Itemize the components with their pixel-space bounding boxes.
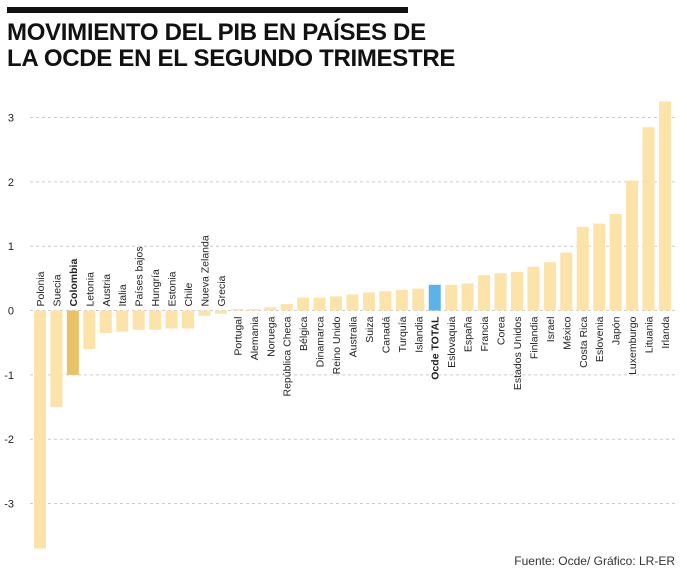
category-label: Suecia <box>51 274 63 306</box>
y-tick-label: ‐1 <box>4 370 14 382</box>
category-label: Polonia <box>35 271 47 306</box>
bar <box>313 297 326 311</box>
bar <box>494 273 507 311</box>
category-label: Japón <box>611 316 623 345</box>
bar <box>560 252 573 311</box>
category-label: Finlandia <box>528 316 540 359</box>
bar <box>543 262 556 311</box>
category-label: Letonia <box>84 272 96 307</box>
bar <box>659 101 671 311</box>
bar <box>362 292 375 311</box>
bar <box>116 310 129 332</box>
bar <box>445 284 458 311</box>
category-label: República Checa <box>282 316 294 396</box>
bar <box>165 310 178 329</box>
bar <box>395 289 408 311</box>
bar <box>593 223 606 311</box>
bar <box>527 266 540 311</box>
bar <box>182 310 195 329</box>
category-label: Islandia <box>413 316 425 352</box>
category-label: Países bajos <box>134 246 146 306</box>
bar <box>231 309 244 311</box>
category-label: Eslovaquia <box>446 316 458 368</box>
bar <box>132 310 145 330</box>
bar <box>510 271 523 311</box>
category-label: Portugal <box>232 317 244 356</box>
bar <box>428 284 441 311</box>
category-label: Canadá <box>380 316 392 353</box>
bar <box>198 310 211 316</box>
category-label: México <box>561 316 573 349</box>
bar <box>609 214 622 311</box>
bar <box>247 309 260 311</box>
category-label: Alemania <box>249 316 261 360</box>
category-label: Eslovenia <box>594 316 606 362</box>
y-tick-label: 3 <box>8 113 14 125</box>
bar <box>297 297 310 311</box>
y-tick-label: 0 <box>8 306 14 318</box>
category-label: Israel <box>545 317 557 343</box>
bar <box>214 310 227 314</box>
category-label: Suiza <box>364 316 376 342</box>
source-note: Fuente: Ocde/ Gráfico: LR-ER <box>514 554 675 568</box>
bar <box>83 310 96 350</box>
category-label: Costa Rica <box>578 316 590 368</box>
category-label: Colombia <box>68 259 80 307</box>
bar <box>280 304 293 311</box>
category-label: Nueva Zelanda <box>199 235 211 306</box>
category-label: Chile <box>183 282 195 306</box>
y-tick-label: 1 <box>8 241 14 253</box>
bar <box>412 288 425 311</box>
bar <box>379 291 392 311</box>
category-label: Estados Unidos <box>512 317 524 391</box>
category-label: Luxemburgo <box>627 316 639 375</box>
y-tick-label: ‐2 <box>4 434 14 446</box>
bar <box>99 310 112 334</box>
category-label: Noruega <box>265 316 277 356</box>
category-label: Australia <box>348 316 360 357</box>
bar <box>576 226 589 311</box>
top-rule <box>7 7 408 13</box>
chart-title: MOVIMIENTO DEL PIB EN PAÍSES DE LA OCDE … <box>7 20 507 72</box>
category-label: Estonia <box>167 271 179 306</box>
y-tick-label: ‐3 <box>4 499 14 511</box>
bar <box>264 307 277 311</box>
category-label: Reino Unido <box>331 316 343 374</box>
bar <box>478 275 491 311</box>
bar <box>34 310 46 549</box>
category-label: Grecia <box>216 275 228 306</box>
category-label: Hungría <box>150 269 162 307</box>
bar <box>50 310 63 408</box>
title-line-1: MOVIMIENTO DEL PIB EN PAÍSES DE <box>7 19 426 46</box>
category-label: Ocde TOTAL <box>430 316 442 380</box>
bar <box>346 294 359 311</box>
category-label: Austria <box>101 274 113 307</box>
category-label: Turquía <box>397 316 409 352</box>
bar <box>149 310 162 330</box>
category-label: Italia <box>117 284 129 306</box>
bar <box>626 180 639 311</box>
category-label: España <box>463 316 475 352</box>
title-line-2: LA OCDE EN EL SEGUNDO TRIMESTRE <box>7 45 456 72</box>
bar <box>461 283 474 311</box>
y-tick-label: 2 <box>8 177 14 189</box>
category-label: Dinamarca <box>315 316 327 367</box>
category-label: Francia <box>479 316 491 351</box>
bar <box>330 296 343 311</box>
category-label: Irlanda <box>660 316 672 348</box>
category-label: Lituania <box>644 316 656 353</box>
bar <box>66 310 79 375</box>
category-label: Bélgica <box>298 316 310 351</box>
category-label: Corea <box>496 316 508 345</box>
bar <box>642 127 655 311</box>
